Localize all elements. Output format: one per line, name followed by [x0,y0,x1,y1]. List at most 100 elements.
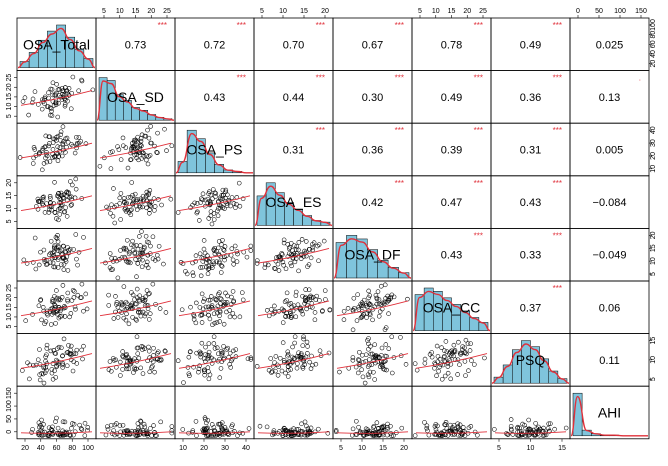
scatter-point [212,320,218,326]
right-axis-tick-label: 5 [650,272,657,276]
scatter-point [230,311,236,316]
scatter-point [58,205,63,211]
significance-stars: *** [553,231,562,240]
scatter-point [456,339,461,345]
scatter-point [103,432,109,438]
variable-label: PSQ [516,352,546,368]
scatter-point [466,368,471,373]
scatter-point [68,106,74,112]
left-axis-tick-label: 5 [6,325,13,329]
scatter-point [57,145,63,150]
scatter-point [205,417,211,423]
scatter-point [457,362,462,367]
scatter-point [123,317,129,323]
scatter-point [70,421,75,426]
scatter-point [240,297,246,303]
significance-stars: *** [395,126,404,135]
top-axis-tick-label: 5 [260,8,264,15]
scatter-point [216,239,222,244]
scatter-point [115,315,121,320]
scatter-point [61,192,67,198]
scatter-point [62,304,67,309]
scatter-point [123,209,129,214]
scatter-point [134,274,139,279]
panel-frame [174,175,255,229]
scatter-point [206,376,212,382]
variable-label: OSA_PS [186,142,242,158]
scatter-point [147,369,153,375]
scatter-point [312,429,318,435]
scatter-point [376,301,382,307]
scatter-point [376,433,382,438]
scatter-point [312,317,318,323]
scatter-point [150,234,156,240]
scatter-point [35,430,41,435]
scatter-point [219,348,224,354]
top-axis-tick-label: 20 [147,8,155,15]
scatter-point [37,377,43,383]
scatter-point [49,204,55,209]
scatter-point [216,421,221,427]
scatter-point [24,261,30,266]
scatter-point [36,420,42,425]
scatter-point [51,348,57,353]
scatter-point [200,197,205,202]
scatter-point [268,356,273,361]
scatter-point [291,426,296,431]
scatter-point [162,348,168,354]
smoother-line [20,195,93,211]
scatter-point [399,425,405,431]
scatter-point [120,349,125,354]
panel-frame [332,333,413,387]
scatter-point [284,428,289,433]
scatter-point [341,308,347,314]
scatter-point [272,360,277,365]
scatter-point [118,248,123,253]
scatter-point [563,425,569,431]
scatter-point [128,212,134,218]
scatter-point [458,352,463,357]
scatter-point [74,256,79,262]
scatter-point [199,340,205,346]
left-axis-tick-label: 150 [6,387,13,399]
scatter-point [206,341,212,346]
scatter-point [23,318,28,323]
scatter-point [225,345,231,351]
scatter-point [434,373,439,378]
scatter-point [295,361,300,366]
scatter-point [296,247,301,253]
scatter-point [196,369,201,375]
scatter-point [211,211,217,216]
scatter-point [367,293,373,298]
scatter-point [53,321,58,326]
scatter-point [361,297,367,303]
scatter-point [133,257,138,262]
scatter-point [231,348,236,354]
scatter-point [228,203,233,209]
scatter-point [211,311,217,317]
scatter-point [522,422,527,428]
scatter-point [76,135,82,140]
histogram-bar [548,370,559,384]
scatter-point [472,362,477,367]
smoother-line [20,142,93,159]
scatter-point [467,348,473,353]
scatter-point [54,82,59,87]
scatter-point [390,370,395,376]
scatter-point [354,318,360,323]
scatter-point [240,290,245,295]
correlation-value: 0.005 [596,145,624,157]
scatter-point [205,196,211,202]
scatter-point [205,425,210,431]
scatter-point [64,363,70,368]
scatter-point [81,343,86,349]
scatter-point [131,144,137,150]
scatter-point [442,373,448,379]
left-axis-tick-label: 5 [6,219,13,223]
scatter-point [144,239,150,245]
scatter-point [62,314,68,319]
scatter-point [203,264,209,270]
scatter-point [231,201,237,206]
scatter-point [151,345,156,351]
scatter-point [169,430,175,436]
